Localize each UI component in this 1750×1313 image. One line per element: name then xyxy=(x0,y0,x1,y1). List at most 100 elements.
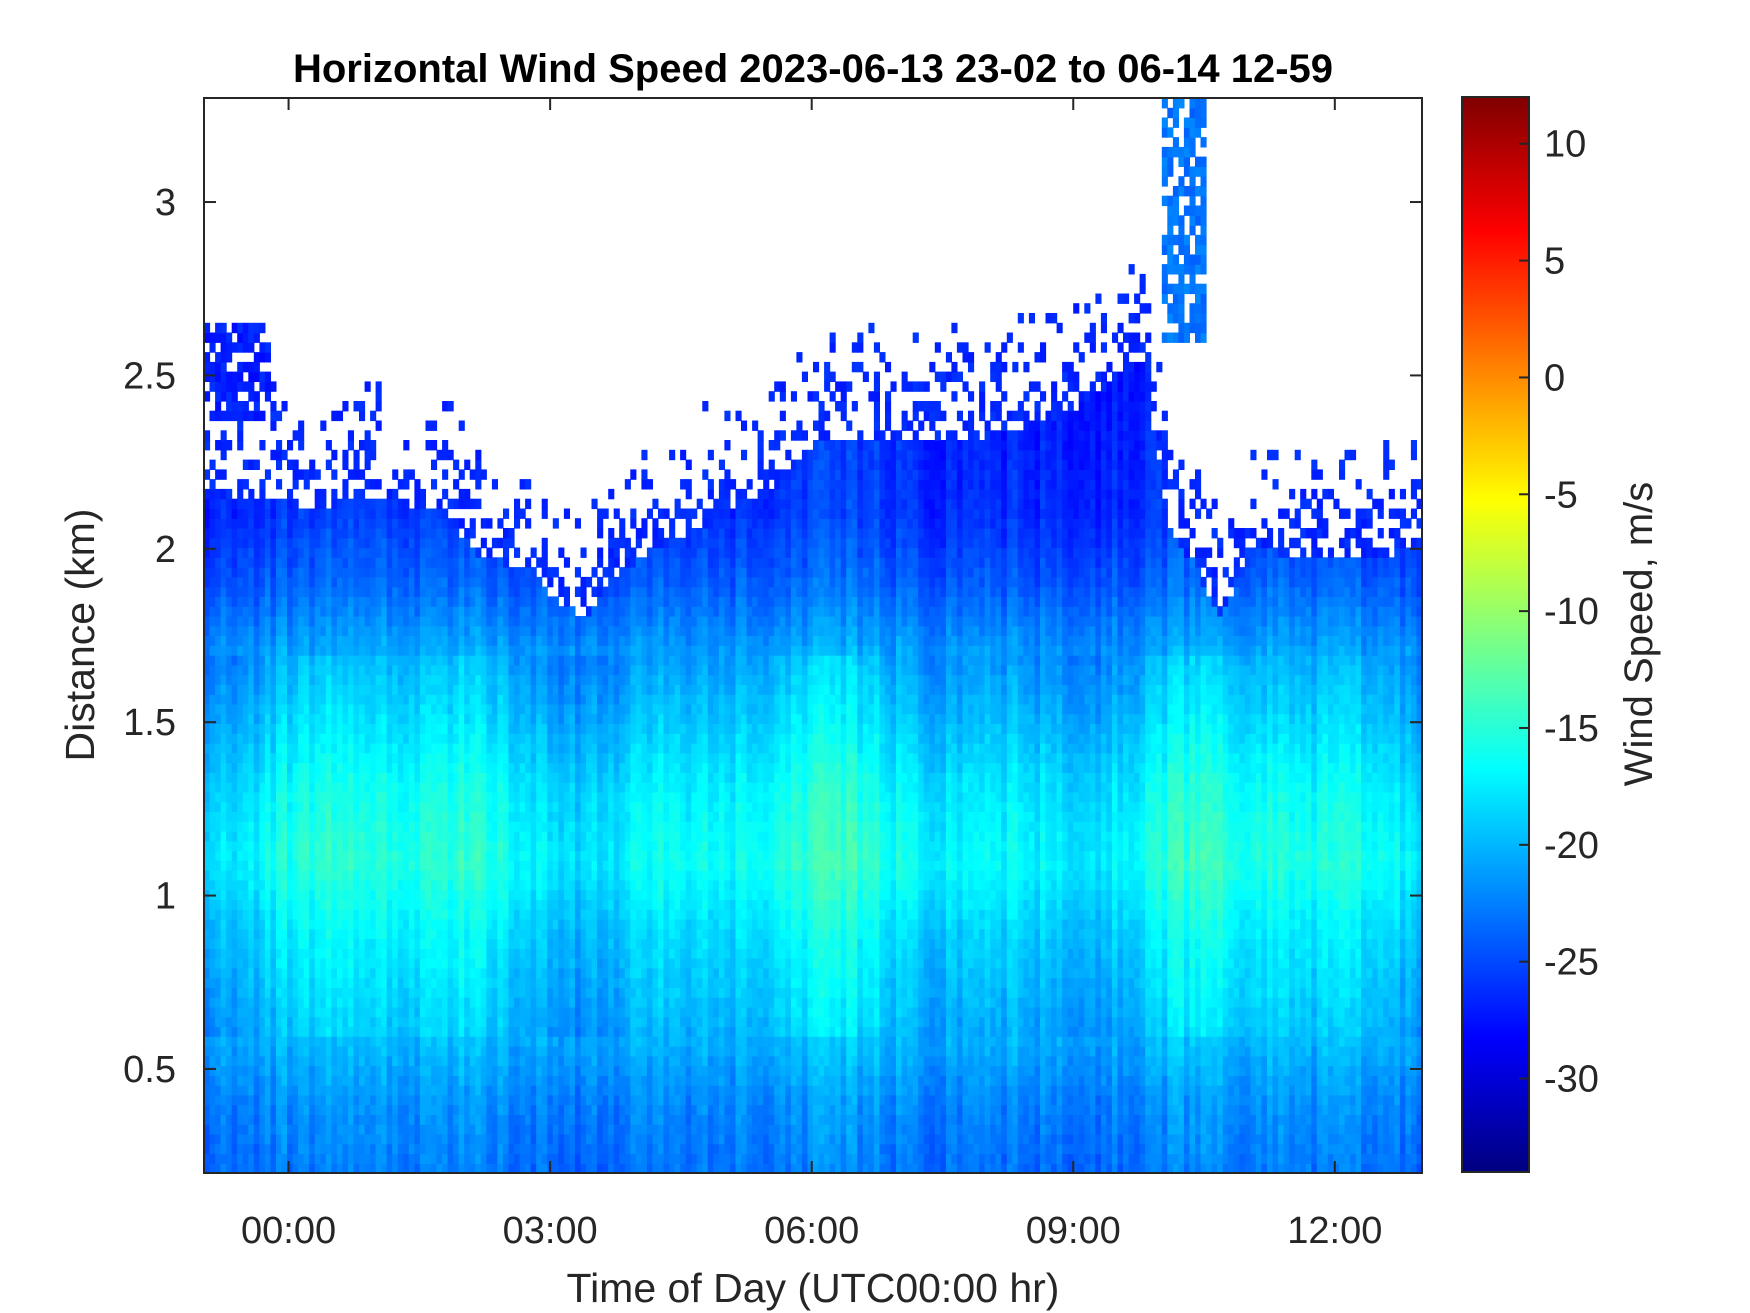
heatmap-cell xyxy=(541,596,548,607)
heatmap-cell xyxy=(231,508,238,519)
heatmap-cell xyxy=(491,782,498,793)
heatmap-cell xyxy=(414,1085,421,1096)
heatmap-cell xyxy=(503,733,510,744)
heatmap-cell xyxy=(475,928,482,940)
heatmap-cell xyxy=(287,518,294,529)
heatmap-cell xyxy=(503,557,510,568)
heatmap-cell xyxy=(519,1006,526,1018)
heatmap-cell xyxy=(497,918,504,930)
heatmap-cell xyxy=(248,723,255,734)
heatmap-cell xyxy=(314,1036,321,1047)
heatmap-cell xyxy=(364,606,371,617)
heatmap-cell xyxy=(231,1036,238,1047)
heatmap-cell xyxy=(342,889,349,900)
heatmap-cell xyxy=(580,997,587,1008)
heatmap-cell xyxy=(370,645,377,656)
heatmap-cell xyxy=(215,684,222,695)
heatmap-cell xyxy=(298,703,305,715)
heatmap-cell xyxy=(536,967,543,979)
heatmap-cell xyxy=(370,518,377,529)
heatmap-cell xyxy=(397,782,404,793)
heatmap-cell xyxy=(442,762,449,773)
heatmap-cell xyxy=(486,1124,493,1135)
heatmap-cell xyxy=(591,674,598,685)
heatmap-cell xyxy=(253,987,260,998)
heatmap-cell xyxy=(392,948,399,959)
heatmap-cell xyxy=(220,586,227,597)
heatmap-cell xyxy=(436,762,443,773)
heatmap-cell xyxy=(574,918,581,930)
heatmap-cell xyxy=(574,831,581,842)
heatmap-cell xyxy=(541,1085,548,1096)
heatmap-cell xyxy=(215,918,222,930)
heatmap-cell xyxy=(336,1026,343,1037)
heatmap-cell xyxy=(209,860,216,871)
heatmap-cell xyxy=(231,1046,238,1057)
heatmap-cell xyxy=(480,801,487,812)
heatmap-cell xyxy=(442,1153,449,1164)
heatmap-cell xyxy=(281,616,288,627)
heatmap-cell xyxy=(353,655,360,666)
heatmap-cell xyxy=(530,1006,537,1018)
heatmap-cell xyxy=(442,870,449,881)
heatmap-cell xyxy=(475,655,482,666)
heatmap-cell xyxy=(563,743,570,754)
heatmap-cell xyxy=(336,703,343,715)
heatmap-cell xyxy=(331,674,338,685)
heatmap-cell xyxy=(386,606,393,617)
heatmap-cell xyxy=(403,899,410,910)
heatmap-cell xyxy=(253,664,260,676)
heatmap-cell xyxy=(215,948,222,959)
heatmap-cell xyxy=(569,625,576,637)
heatmap-cell xyxy=(347,1065,354,1076)
heatmap-cell xyxy=(342,1104,349,1115)
heatmap-cell xyxy=(486,567,493,578)
heatmap-cell xyxy=(347,518,354,529)
heatmap-cell xyxy=(519,567,526,578)
heatmap-cell xyxy=(292,528,299,539)
heatmap-cell xyxy=(475,606,482,617)
heatmap-cell xyxy=(397,762,404,773)
heatmap-cell xyxy=(364,498,371,510)
heatmap-cell xyxy=(414,586,421,597)
heatmap-cell xyxy=(491,967,498,979)
heatmap-cell xyxy=(381,909,388,920)
heatmap-cell xyxy=(447,899,454,910)
heatmap-cell xyxy=(314,1094,321,1106)
heatmap-cell xyxy=(248,1075,255,1086)
heatmap-cell xyxy=(486,1046,493,1057)
heatmap-cell xyxy=(342,459,349,470)
heatmap-cell xyxy=(425,928,432,940)
heatmap-cell xyxy=(547,635,554,646)
heatmap-cell xyxy=(514,850,521,861)
heatmap-cell xyxy=(414,567,421,578)
heatmap-cell xyxy=(464,645,471,656)
heatmap-cell xyxy=(436,1046,443,1057)
heatmap-cell xyxy=(292,430,299,441)
heatmap-cell xyxy=(220,801,227,812)
heatmap-cell xyxy=(204,684,211,695)
heatmap-cell xyxy=(458,1124,465,1135)
heatmap-cell xyxy=(231,703,238,715)
heatmap-cell xyxy=(469,1046,476,1057)
heatmap-cell xyxy=(491,1006,498,1018)
heatmap-cell xyxy=(331,801,338,812)
heatmap-cell xyxy=(586,987,593,998)
heatmap-cell xyxy=(276,664,283,676)
heatmap-cell xyxy=(419,733,426,744)
heatmap-cell xyxy=(569,1016,576,1027)
heatmap-cell xyxy=(320,821,327,832)
heatmap-cell xyxy=(347,987,354,998)
heatmap-cell xyxy=(525,1046,532,1057)
heatmap-cell xyxy=(419,879,426,891)
heatmap-cell xyxy=(558,723,565,734)
heatmap-cell xyxy=(342,909,349,920)
heatmap-cell xyxy=(464,928,471,940)
heatmap-cell xyxy=(497,1036,504,1047)
heatmap-cell xyxy=(375,498,382,510)
heatmap-cell xyxy=(331,1114,338,1125)
heatmap-cell xyxy=(458,645,465,656)
heatmap-cell xyxy=(519,616,526,627)
heatmap-cell xyxy=(215,1085,222,1096)
heatmap-cell xyxy=(209,1055,216,1067)
